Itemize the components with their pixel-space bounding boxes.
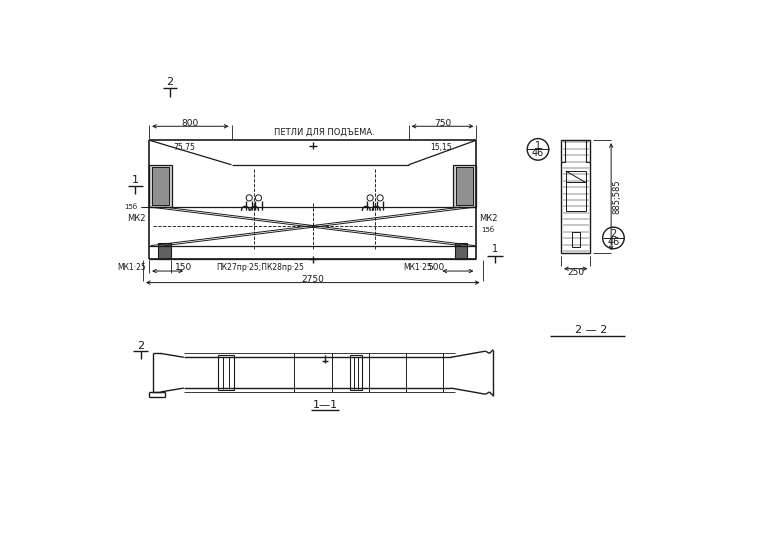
Text: 1—1: 1—1 xyxy=(313,400,338,410)
Text: 2750: 2750 xyxy=(301,275,324,284)
Text: ПК27пр·25;ПК28пр·25: ПК27пр·25;ПК28пр·25 xyxy=(216,264,304,272)
Text: 800: 800 xyxy=(181,119,199,128)
Text: 1: 1 xyxy=(535,141,541,150)
Text: 1: 1 xyxy=(492,245,498,254)
Bar xyxy=(565,171,586,183)
Text: 2: 2 xyxy=(610,229,616,239)
Text: 250: 250 xyxy=(567,268,584,277)
Text: 2: 2 xyxy=(166,77,174,87)
Bar xyxy=(572,232,580,247)
Text: 2 — 2: 2 — 2 xyxy=(575,326,607,335)
Text: 15б: 15б xyxy=(124,204,137,210)
Bar xyxy=(453,165,477,207)
Text: 15,15: 15,15 xyxy=(430,143,452,151)
Bar xyxy=(350,355,362,390)
Bar xyxy=(455,243,467,259)
Text: 500: 500 xyxy=(428,264,445,272)
Text: 1: 1 xyxy=(132,175,139,185)
Text: 46: 46 xyxy=(607,237,619,247)
Bar xyxy=(456,167,474,205)
Text: 46: 46 xyxy=(532,148,544,158)
Text: 15б: 15б xyxy=(481,227,494,233)
Text: 750: 750 xyxy=(434,119,451,128)
Bar xyxy=(561,140,591,253)
Text: МК2: МК2 xyxy=(480,214,498,223)
Text: 75,75: 75,75 xyxy=(174,143,196,151)
Bar xyxy=(159,243,171,259)
Text: 2: 2 xyxy=(137,341,144,351)
Bar xyxy=(153,167,169,205)
Text: МК1·25: МК1·25 xyxy=(403,264,432,272)
Text: МК2: МК2 xyxy=(128,214,146,223)
Text: 150: 150 xyxy=(175,264,193,272)
Text: 885;585: 885;585 xyxy=(613,179,622,214)
Bar xyxy=(565,183,586,211)
Text: МК1·25: МК1·25 xyxy=(118,264,146,272)
Bar xyxy=(219,355,234,390)
Text: ПЕТЛИ ДЛЯ ПОДЪЕМА.: ПЕТЛИ ДЛЯ ПОДЪЕМА. xyxy=(273,127,374,136)
Bar xyxy=(149,165,172,207)
